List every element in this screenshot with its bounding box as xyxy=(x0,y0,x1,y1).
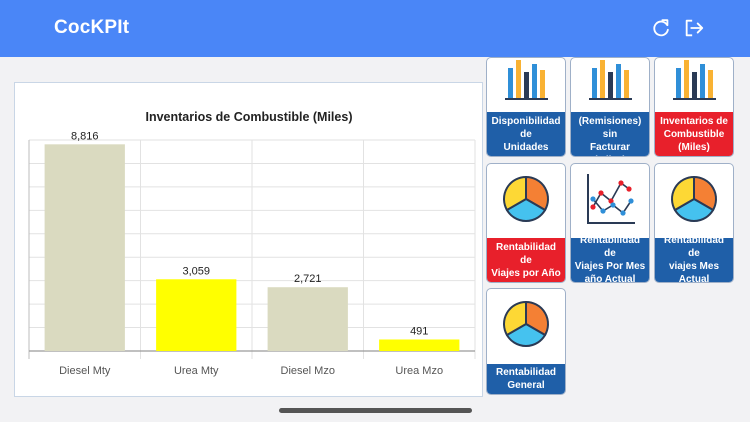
data-label: 491 xyxy=(410,325,428,337)
refresh-icon[interactable] xyxy=(650,17,672,39)
tile-label-line: General xyxy=(507,380,545,391)
tile-label: Rentabilidad de Viajes Por Mes año Actual xyxy=(571,235,649,283)
bar-chart-icon xyxy=(655,58,733,102)
tile-label: Inventarios de Combustible (Miles) xyxy=(655,112,733,156)
tile-label-line: Combustible xyxy=(663,128,725,140)
tile-label-line: Viajes por Año xyxy=(491,267,561,279)
home-indicator[interactable] xyxy=(279,408,472,413)
data-label: 2,721 xyxy=(294,273,322,285)
dashboard-tile[interactable]: Rentabilidad de Viajes Por Mes año Actual xyxy=(570,163,650,283)
data-label: 8,816 xyxy=(71,130,99,142)
data-label: 3,059 xyxy=(182,265,210,277)
tile-label-line: Rentabilidad de xyxy=(495,241,556,266)
tile-label-line: Rentabilidad xyxy=(495,367,556,378)
app-title: CocKPIt xyxy=(54,17,130,38)
line-chart-icon xyxy=(571,171,649,227)
pie-chart-icon xyxy=(487,172,565,226)
x-tick-label: Urea Mty xyxy=(174,365,219,377)
tile-label: Rentabilidad de viajes Mes Actual xyxy=(655,235,733,283)
bar-urea-mzo xyxy=(379,339,460,351)
dashboard-tile[interactable]: Rentabilidad General xyxy=(486,288,566,395)
tile-label-line: Unidades xyxy=(503,141,549,153)
logout-icon[interactable] xyxy=(683,17,705,39)
tile-label-line: Cartas Porte xyxy=(580,102,640,114)
pie-chart-icon xyxy=(487,297,565,351)
tile-label-line: año Actual xyxy=(584,274,636,283)
chart-title: Inventarios de Combustible (Miles) xyxy=(146,110,353,124)
fuel-inventory-chart: Inventarios de Combustible (Miles) 8,816 D… xyxy=(14,82,483,397)
bar-urea-mty xyxy=(156,279,237,351)
tile-label-line: (Remisiones) sin xyxy=(578,115,642,140)
tile-label-line: Viajes Por Mes xyxy=(574,261,646,272)
dashboard-tile[interactable]: Disponibilidad de Unidades xyxy=(486,57,566,157)
bar-diesel-mzo xyxy=(267,287,348,351)
tile-label-line: Disponibilidad de xyxy=(491,115,561,140)
x-tick-label: Urea Mzo xyxy=(395,365,443,377)
dashboard-tile[interactable]: Rentabilidad de Viajes por Año xyxy=(486,163,566,283)
tile-label-line: Inventarios de xyxy=(660,115,728,127)
bar-chart-icon xyxy=(487,58,565,102)
x-tick-label: Diesel Mzo xyxy=(281,365,335,377)
app-header: CocKPIt xyxy=(0,0,750,57)
bar-diesel-mty xyxy=(44,144,125,351)
tile-label-line: viajes Mes Actual xyxy=(668,261,720,283)
tile-label: Rentabilidad de Viajes por Año xyxy=(487,238,565,282)
x-tick-label: Diesel Mty xyxy=(59,365,111,377)
pie-chart-icon xyxy=(655,172,733,226)
tile-label-line: Rentabilidad de xyxy=(663,235,724,259)
dashboard-tile[interactable]: Inventarios de Combustible (Miles) xyxy=(654,57,734,157)
bar-chart: Inventarios de Combustible (Miles) 8,816 D… xyxy=(28,110,476,377)
tile-label-line: Facturar (Miles) xyxy=(589,141,630,157)
bar-chart-icon xyxy=(571,58,649,102)
tile-label-line: (Miles) xyxy=(678,141,710,153)
dashboard-tile[interactable]: Rentabilidad de viajes Mes Actual xyxy=(654,163,734,283)
tile-label: Rentabilidad General xyxy=(487,364,565,394)
tile-label: Disponibilidad de Unidades xyxy=(487,112,565,156)
tile-label-line: Rentabilidad de xyxy=(579,235,640,259)
